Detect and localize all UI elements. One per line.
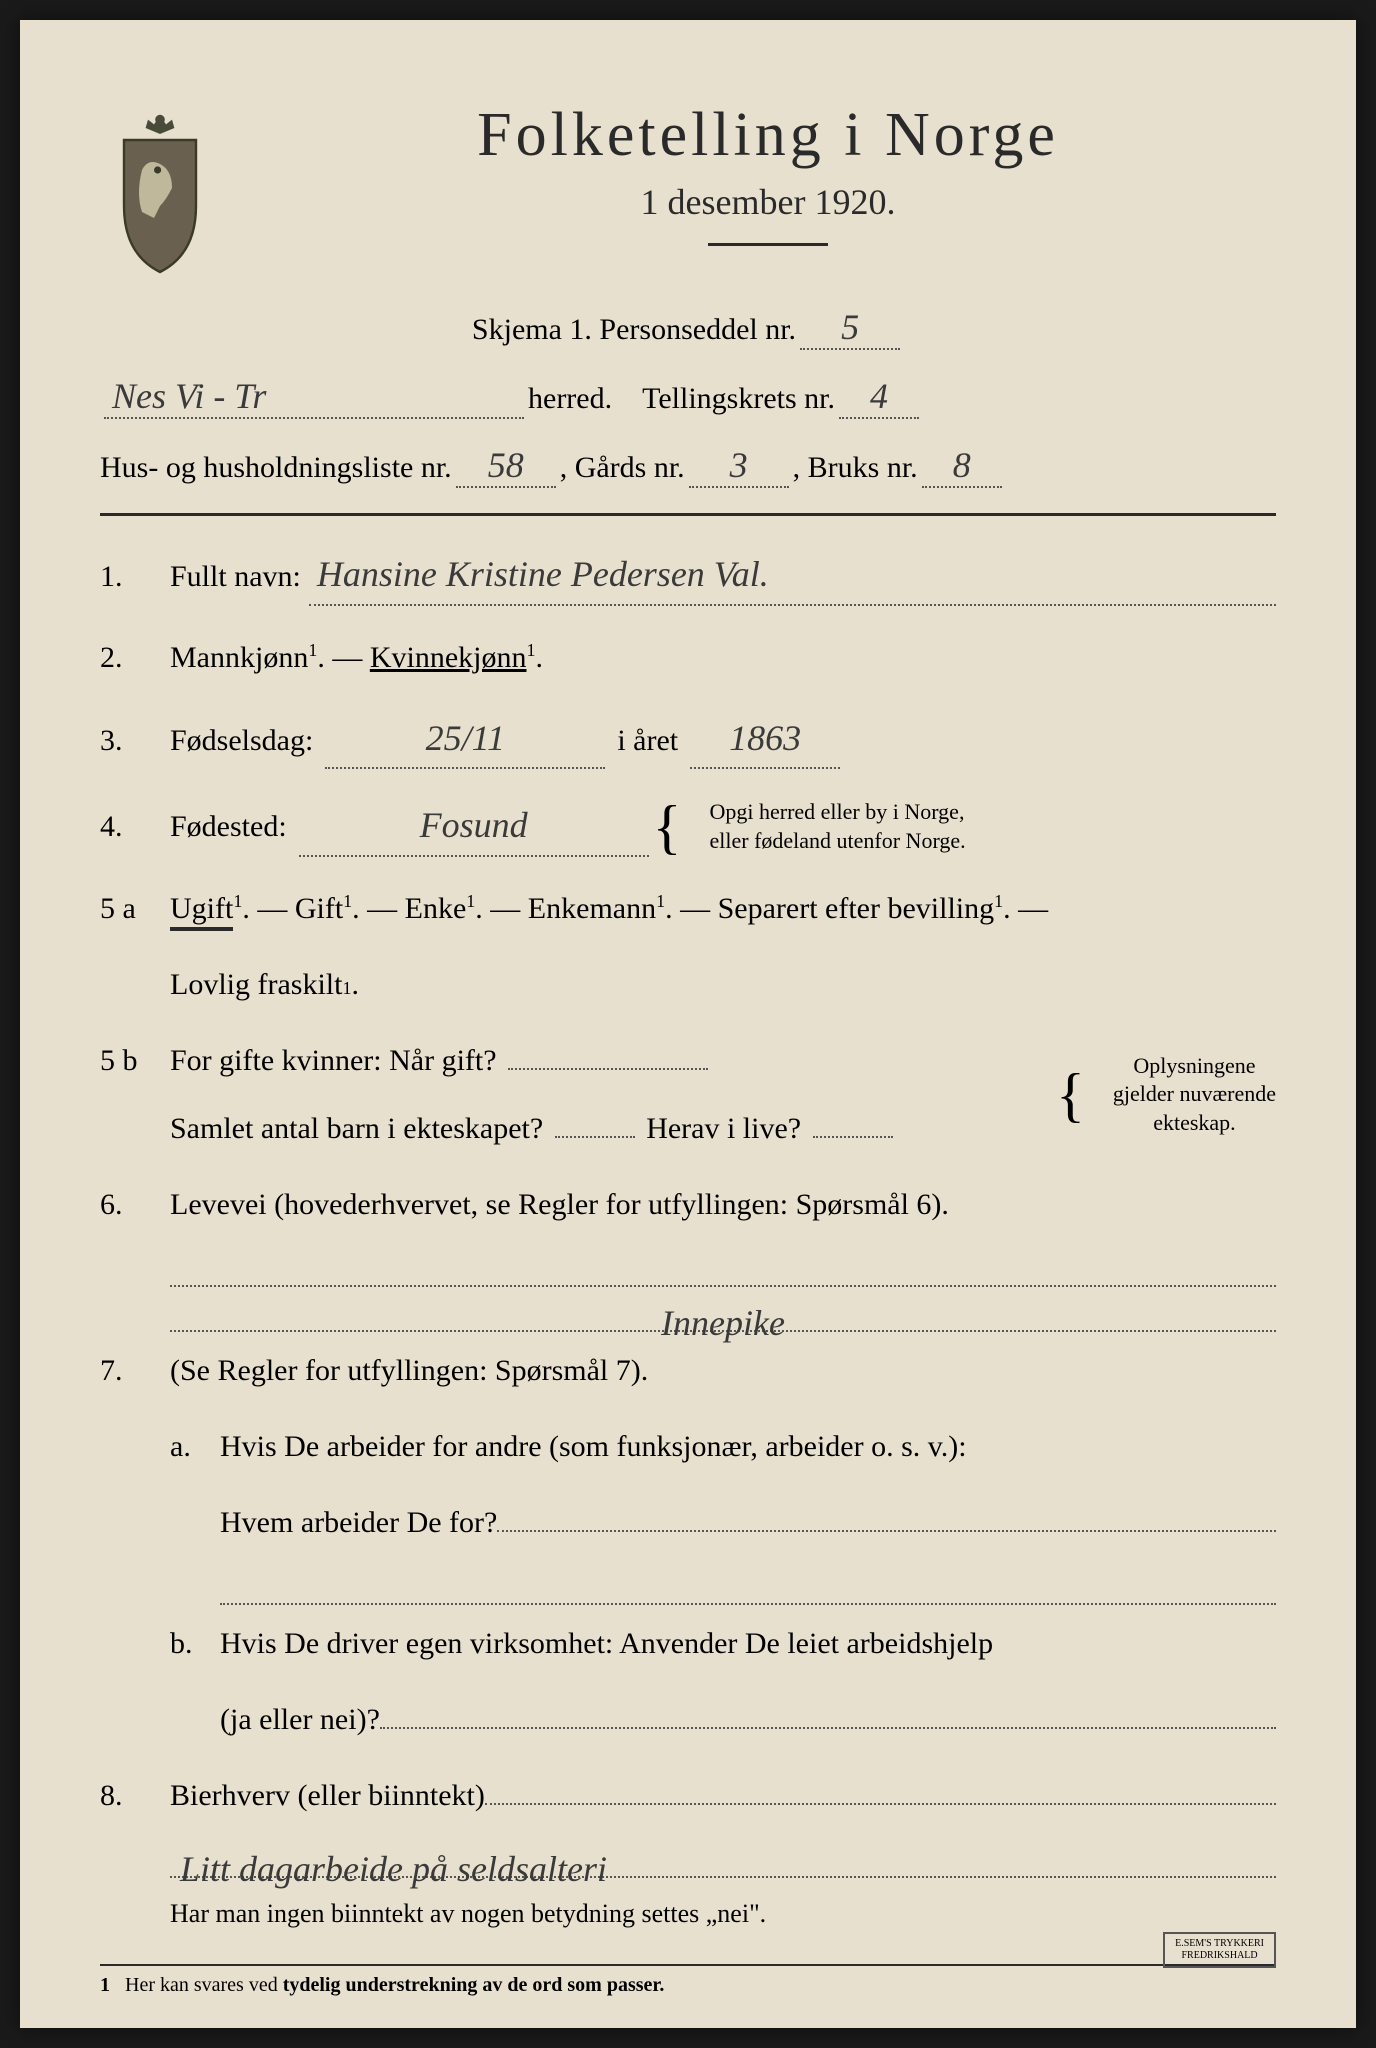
tellingskrets-label: Tellingskrets nr. <box>642 382 835 416</box>
brace-icon: { <box>653 803 682 851</box>
footnote-marker: 1 <box>100 1974 110 1996</box>
q-children-total: Samlet antal barn i ekteskapet? <box>170 1112 543 1145</box>
row-num: 2. <box>100 634 170 682</box>
gards-label: , Gårds nr. <box>560 451 685 485</box>
row-num: 5 b <box>100 1037 170 1085</box>
row-num: 3. <box>100 717 170 765</box>
marital-options: Ugift1. — Gift1. — Enke1. — Enkemann1. —… <box>170 885 1048 933</box>
opt-widower: Enkemann <box>528 892 656 925</box>
row-7b: b. Hvis De driver egen virksomhet: Anven… <box>170 1620 1276 1668</box>
birth-year: 1863 <box>690 710 840 770</box>
row-num: 4. <box>100 803 170 851</box>
row-7a-q: Hvem arbeider De for? <box>220 1499 1276 1547</box>
main-title: Folketelling i Norge <box>260 100 1276 171</box>
children-total-field <box>555 1136 635 1138</box>
schema-line: Skjema 1. Personseddel nr. 5 <box>100 306 1276 350</box>
bruks-nr: 8 <box>922 444 1002 488</box>
r7a-line1: Hvis De arbeider for andre (som funksjon… <box>220 1423 967 1471</box>
opt-divorced: Lovlig fraskilt <box>170 961 342 1009</box>
herred-line: Nes Vi - Tr herred. Tellingskrets nr. 4 <box>100 375 1276 419</box>
printer-stamp: E.SEM'S TRYKKERI FREDRIKSHALD <box>1163 1932 1276 1968</box>
row-5a: 5 a Ugift1. — Gift1. — Enke1. — Enkemann… <box>100 885 1276 933</box>
brace-icon: { <box>1056 1071 1085 1119</box>
gender-options: Mannkjønn1. — Kvinnekjønn1. <box>170 634 543 682</box>
husliste-nr: 58 <box>456 444 556 488</box>
field-label: Fødselsdag: <box>170 717 313 765</box>
crest-svg <box>100 110 220 278</box>
field-label: Fullt navn: <box>170 553 301 601</box>
children-alive-field <box>813 1136 893 1138</box>
q-married-when: For gifte kvinner: Når gift? <box>170 1044 497 1077</box>
side-income-value: Litt dagarbeide på seldsalteri <box>170 1848 1276 1878</box>
footnote: 1 Her kan svares ved tydelig understrekn… <box>100 1964 1276 1997</box>
occupation-label: Levevei (hovederhvervet, se Regler for u… <box>170 1181 949 1229</box>
census-form: Folketelling i Norge 1 desember 1920. Sk… <box>20 20 1356 2028</box>
q-children-alive: Herav i live? <box>646 1112 801 1145</box>
married-when-field <box>508 1068 708 1070</box>
row-6: 6. Levevei (hovederhvervet, se Regler fo… <box>100 1181 1276 1229</box>
herred-label: herred. <box>528 382 612 416</box>
sub-a: a. <box>170 1423 220 1471</box>
schema-label: Skjema 1. Personseddel nr. <box>472 313 796 347</box>
title-divider <box>708 243 828 246</box>
row-num: 8. <box>100 1772 170 1820</box>
year-label: i året <box>617 717 678 765</box>
row-8-note: Har man ingen biinntekt av nogen betydni… <box>170 1893 1276 1935</box>
occupation-line-1 <box>170 1257 1276 1287</box>
r7a-blank <box>220 1575 1276 1605</box>
husliste-label: Hus- og husholdningsliste nr. <box>100 451 452 485</box>
tellingskrets-nr: 4 <box>839 375 919 419</box>
row-4: 4. Fødested: Fosund { Opgi herred eller … <box>100 797 1276 857</box>
row-num: 5 a <box>100 885 170 933</box>
husliste-line: Hus- og husholdningsliste nr. 58 , Gårds… <box>100 444 1276 488</box>
row-7a: a. Hvis De arbeider for andre (som funks… <box>170 1423 1276 1471</box>
occupation-value: Innepike <box>170 1302 1276 1332</box>
subtitle: 1 desember 1920. <box>260 181 1276 223</box>
opt-male: Mannkjønn <box>170 641 308 674</box>
r7a-line2: Hvem arbeider De for? <box>220 1499 497 1547</box>
row-8: 8. Bierhverv (eller biinntekt) <box>100 1772 1276 1820</box>
field-label: Fødested: <box>170 803 287 851</box>
sub-b: b. <box>170 1620 220 1668</box>
full-name-value: Hansine Kristine Pedersen Val. <box>309 546 1276 606</box>
r8-label: Bierhverv (eller biinntekt) <box>170 1772 485 1820</box>
gards-nr: 3 <box>689 444 789 488</box>
r7b-line1: Hvis De driver egen virksomhet: Anvender… <box>220 1620 993 1668</box>
opt-female: Kvinnekjønn <box>370 641 527 674</box>
employer-field <box>497 1530 1276 1532</box>
row-7b-q: (ja eller nei)? <box>220 1696 1276 1744</box>
r7b-line2: (ja eller nei)? <box>220 1696 380 1744</box>
row-1: 1. Fullt navn: Hansine Kristine Pedersen… <box>100 546 1276 606</box>
row-5b: 5 b For gifte kvinner: Når gift? Samlet … <box>100 1037 1276 1153</box>
section-divider <box>100 513 1276 516</box>
title-block: Folketelling i Norge 1 desember 1920. <box>260 100 1276 276</box>
row-7: 7. (Se Regler for utfyllingen: Spørsmål … <box>100 1347 1276 1395</box>
birthplace-note: { Opgi herred eller by i Norge, eller fø… <box>653 798 966 855</box>
footnote-text: Her kan svares ved tydelig understreknin… <box>125 1974 664 1996</box>
opt-separated: Separert efter bevilling <box>718 892 995 925</box>
opt-unmarried: Ugift <box>170 892 233 931</box>
opt-widow: Enke <box>405 892 467 925</box>
r7-label: (Se Regler for utfyllingen: Spørsmål 7). <box>170 1347 648 1395</box>
birth-day: 25/11 <box>325 710 605 770</box>
opt-married: Gift <box>295 892 343 925</box>
row-num: 1. <box>100 553 170 601</box>
header: Folketelling i Norge 1 desember 1920. <box>100 100 1276 276</box>
row-num: 7. <box>100 1347 170 1395</box>
coat-of-arms-icon <box>100 110 220 270</box>
row-num: 6. <box>100 1181 170 1229</box>
birthplace-value: Fosund <box>299 797 649 857</box>
hired-help-field <box>380 1727 1276 1729</box>
r8-note: Har man ingen biinntekt av nogen betydni… <box>170 1893 766 1935</box>
row-3: 3. Fødselsdag: 25/11 i året 1863 <box>100 710 1276 770</box>
bruks-label: , Bruks nr. <box>793 451 918 485</box>
schema-nr: 5 <box>800 306 900 350</box>
row-2: 2. Mannkjønn1. — Kvinnekjønn1. <box>100 634 1276 682</box>
marriage-note: { Oplysningene gjelder nuværende ekteska… <box>1056 1052 1276 1138</box>
herred-value: Nes Vi - Tr <box>104 375 524 419</box>
row-5a-cont: Lovlig fraskilt1. <box>170 961 1276 1009</box>
side-income-field-1 <box>485 1803 1276 1805</box>
